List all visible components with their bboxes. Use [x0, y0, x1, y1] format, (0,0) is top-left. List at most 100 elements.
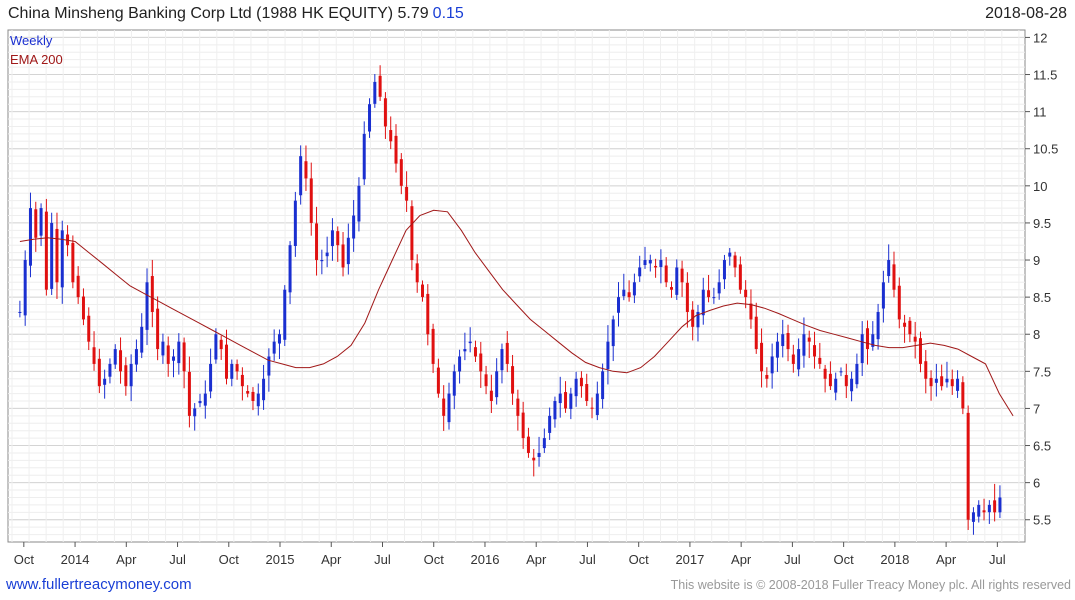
candle-body — [447, 393, 451, 423]
copyright-notice: This website is © 2008-2018 Fuller Treac… — [670, 578, 1071, 592]
candle-body — [754, 316, 758, 350]
candle-body — [330, 230, 334, 247]
y-tick-label: 9.5 — [1033, 216, 1051, 231]
candle-body — [341, 244, 345, 268]
candle-body — [262, 378, 266, 401]
y-tick-label: 5.5 — [1033, 513, 1051, 528]
candle-body — [468, 341, 472, 344]
candle-body — [177, 341, 181, 364]
candle-body — [903, 322, 907, 327]
candle-body — [638, 267, 642, 277]
candle-body — [55, 228, 59, 283]
candle-body — [855, 363, 859, 385]
title-text: China Minsheng Banking Corp Ltd (1988 HK… — [8, 5, 429, 22]
y-tick-label: 11 — [1033, 105, 1047, 120]
candle-body — [643, 260, 647, 266]
y-tick-label: 10.5 — [1033, 142, 1058, 157]
candle-body — [209, 363, 213, 392]
candle-body — [977, 504, 981, 517]
candle-body — [770, 356, 774, 374]
candle-body — [648, 260, 652, 264]
candle-body — [887, 260, 891, 277]
candle-body — [585, 384, 589, 402]
chart-date: 2018-08-28 — [985, 5, 1067, 22]
candle-body — [908, 320, 912, 335]
candle-body — [119, 350, 123, 372]
candle-body — [256, 393, 260, 407]
candle-body — [34, 209, 38, 238]
x-tick-label: 2018 — [880, 552, 909, 567]
candle-body — [606, 341, 610, 370]
x-tick-label: 2015 — [266, 552, 295, 567]
candle-body — [632, 282, 636, 296]
candle-body — [542, 438, 546, 449]
candle-body — [81, 296, 85, 320]
candle-body — [230, 363, 234, 379]
website-link[interactable]: www.fullertreacymoney.com — [6, 576, 192, 593]
candle-body — [267, 356, 271, 376]
candle-body — [791, 354, 795, 364]
candle-body — [39, 208, 43, 236]
candle-body — [113, 349, 117, 365]
candle-body — [368, 104, 372, 132]
grid-lines — [7, 29, 1026, 543]
candle-body — [712, 297, 716, 299]
candle-body — [378, 75, 382, 97]
candle-body — [722, 260, 726, 280]
candle-body — [860, 334, 864, 364]
candle-body — [765, 374, 769, 379]
candle-body — [97, 358, 101, 387]
candle-body — [934, 378, 938, 383]
candle-body — [44, 211, 48, 290]
x-tick-label: Oct — [14, 552, 35, 567]
candle-body — [18, 311, 22, 313]
candle-body — [140, 326, 144, 353]
candle-body — [548, 415, 552, 433]
candle-body — [701, 289, 705, 316]
candle-body — [659, 260, 663, 268]
candle-body — [505, 342, 509, 364]
candle-body — [156, 308, 160, 350]
candle-body — [134, 349, 138, 365]
x-tick-label: 2017 — [675, 552, 704, 567]
candle-body — [797, 349, 801, 370]
candle-body — [150, 276, 154, 312]
x-tick-label: Jul — [374, 552, 391, 567]
candle-body — [744, 289, 748, 298]
candle-body — [299, 156, 303, 196]
legend-period: Weekly — [10, 33, 53, 48]
candle-body — [961, 382, 965, 409]
candle-body — [304, 161, 308, 179]
y-tick-label: 11.5 — [1033, 68, 1057, 83]
candle-body — [558, 393, 562, 404]
candle-body — [971, 512, 975, 522]
candle-body — [511, 366, 515, 394]
candle-body — [738, 264, 742, 290]
plot-frame — [7, 29, 1026, 543]
candle-body — [913, 336, 917, 342]
candle-body — [60, 230, 64, 288]
candle-body — [617, 297, 621, 313]
candle-body — [489, 390, 493, 402]
candle-body — [87, 315, 91, 342]
candle-body — [564, 392, 568, 409]
candle-body — [844, 374, 848, 387]
candle-body — [420, 284, 424, 298]
candle-body — [357, 185, 361, 222]
y-tick-label: 10 — [1033, 179, 1047, 194]
candle-body — [495, 371, 499, 398]
candle-body — [452, 371, 456, 396]
candle-body — [707, 290, 711, 298]
candle-body — [669, 287, 673, 290]
candle-body — [892, 264, 896, 290]
candle-body — [346, 237, 350, 265]
candle-body — [966, 412, 970, 520]
candle-body — [500, 349, 504, 371]
candle-body — [627, 292, 631, 298]
candle-body — [760, 342, 764, 372]
candle-body — [193, 408, 197, 417]
candle-body — [945, 378, 949, 383]
x-tick-label: Jul — [169, 552, 186, 567]
candle-body — [484, 374, 488, 387]
x-tick-label: Jul — [579, 552, 596, 567]
